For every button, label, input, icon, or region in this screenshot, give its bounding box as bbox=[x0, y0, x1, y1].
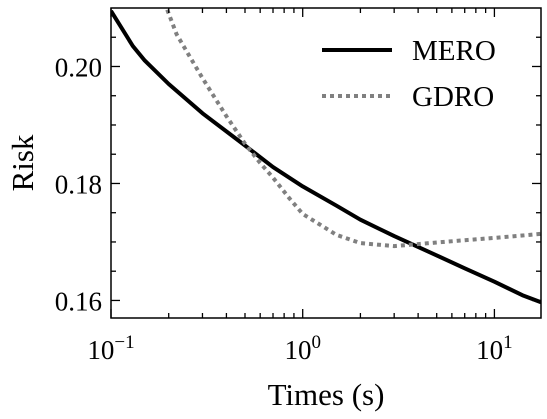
series-line-gdro bbox=[164, 8, 541, 249]
legend-label-mero: MERO bbox=[412, 35, 496, 67]
series-line-mero bbox=[111, 9, 541, 305]
plot-frame bbox=[110, 7, 542, 319]
x-tick-label: 10−1 bbox=[87, 332, 134, 365]
x-tick-label: 100 bbox=[284, 332, 321, 365]
x-axis-label: Times (s) bbox=[268, 377, 385, 412]
x-tick-label: 101 bbox=[476, 332, 513, 365]
y-tick-label: 0.20 bbox=[55, 52, 102, 82]
legend-label-gdro: GDRO bbox=[412, 81, 494, 113]
ticks: 10−1 100 101 0.16 0.18 0.20 bbox=[55, 8, 541, 365]
legend: MERO GDRO bbox=[322, 35, 496, 113]
y-tick-label: 0.18 bbox=[55, 169, 102, 199]
y-axis-label: Risk bbox=[5, 134, 40, 191]
plot-content bbox=[111, 8, 541, 305]
y-tick-label: 0.16 bbox=[55, 286, 102, 316]
